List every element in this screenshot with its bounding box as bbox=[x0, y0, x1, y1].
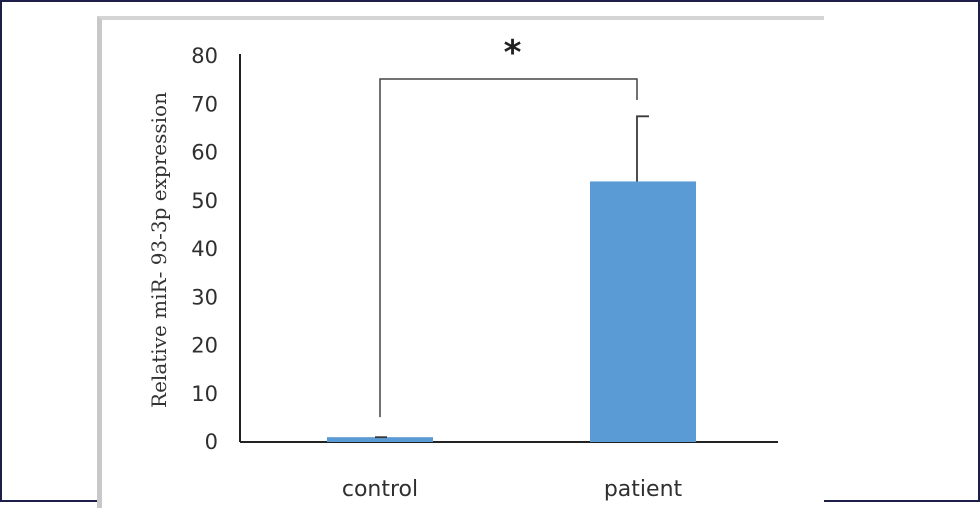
y-axis-ticks: 0 10 20 30 40 50 60 70 80 bbox=[191, 44, 218, 454]
y-tick-label: 30 bbox=[191, 285, 218, 309]
x-tick-label-patient: patient bbox=[604, 477, 683, 502]
error-bar-patient bbox=[636, 115, 649, 182]
y-tick-label: 10 bbox=[191, 382, 218, 406]
category-labels: control patient bbox=[342, 477, 683, 502]
y-tick-label: 60 bbox=[191, 141, 218, 165]
bar-control bbox=[327, 437, 433, 442]
y-tick-label: 40 bbox=[191, 237, 218, 261]
error-bars bbox=[375, 115, 649, 439]
bar-patient bbox=[590, 181, 696, 442]
y-axis-label: Relative miR- 93-3p expression bbox=[147, 92, 171, 408]
y-tick-label: 70 bbox=[191, 92, 218, 116]
significance-bracket bbox=[379, 78, 638, 418]
y-tick-label: 20 bbox=[191, 334, 218, 358]
y-tick-label: 0 bbox=[205, 430, 218, 454]
bars bbox=[327, 181, 696, 442]
significance-star: * bbox=[504, 33, 522, 73]
y-tick-label: 80 bbox=[191, 44, 218, 68]
y-tick-label: 50 bbox=[191, 189, 218, 213]
x-tick-label-control: control bbox=[342, 477, 418, 502]
figure-panel bbox=[97, 16, 824, 508]
